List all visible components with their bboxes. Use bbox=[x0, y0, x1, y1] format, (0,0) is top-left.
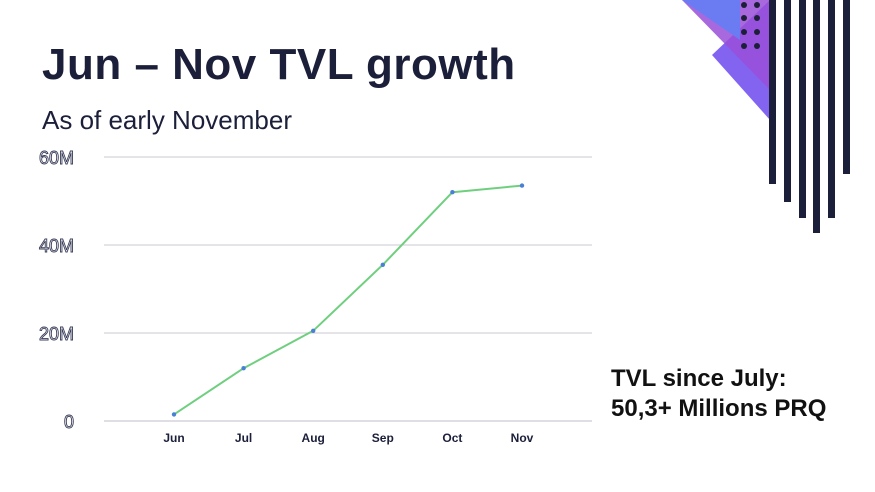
chart-y-axis: 0 20M 40M 60M bbox=[39, 148, 75, 433]
x-tick-label: Jul bbox=[235, 431, 252, 445]
data-point bbox=[519, 183, 525, 188]
decor-vertical-bars bbox=[769, 0, 850, 233]
chart-x-axis: Jun Jul Aug Sep Oct Nov bbox=[163, 431, 533, 445]
y-tick-label: 0 bbox=[64, 412, 74, 432]
callout-line-2: 50,3+ Millions PRQ bbox=[611, 395, 827, 422]
x-tick-label: Oct bbox=[442, 431, 462, 445]
x-tick-label: Nov bbox=[511, 431, 534, 445]
chart-series-tvl bbox=[171, 183, 525, 417]
decor-dot-grid bbox=[741, 2, 760, 49]
y-tick-label: 60M bbox=[39, 148, 74, 168]
data-point bbox=[380, 262, 385, 267]
data-point bbox=[450, 190, 455, 195]
x-tick-label: Jun bbox=[163, 431, 184, 445]
decor-blue-triangle bbox=[682, 0, 740, 40]
decor-purple-triangle bbox=[682, 0, 770, 90]
chart-gridlines bbox=[104, 156, 592, 422]
data-point bbox=[171, 412, 177, 417]
callout-line-1: TVL since July: bbox=[611, 365, 787, 392]
data-point bbox=[241, 366, 246, 371]
y-tick-label: 20M bbox=[39, 324, 74, 344]
data-point bbox=[311, 328, 316, 333]
series-line bbox=[173, 184, 523, 416]
x-tick-label: Aug bbox=[302, 431, 325, 445]
slide-subtitle: As of early November bbox=[42, 105, 292, 135]
x-tick-label: Sep bbox=[372, 431, 394, 445]
tvl-callout: TVL since July: 50,3+ Millions PRQ bbox=[611, 364, 826, 424]
y-tick-label: 40M bbox=[39, 236, 74, 256]
slide-title: Jun – Nov TVL growth bbox=[42, 40, 516, 89]
